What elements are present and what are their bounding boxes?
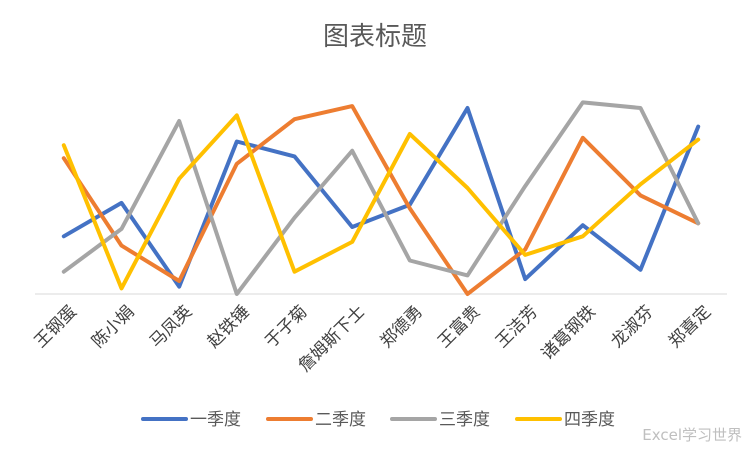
legend: 一季度 二季度 三季度 四季度 — [141, 410, 615, 430]
legend-label-2: 二季度 — [315, 410, 366, 430]
legend-label-3: 三季度 — [439, 410, 490, 430]
legend-label-1: 一季度 — [190, 410, 241, 430]
series-layer — [61, 100, 701, 296]
legend-label-4: 四季度 — [564, 410, 615, 430]
series-line-3 — [61, 100, 701, 296]
watermark-text: Excel学习世界 — [642, 426, 742, 444]
chart-title: 图表标题 — [323, 22, 427, 52]
series-line-1 — [61, 106, 701, 289]
series-line-4 — [61, 113, 701, 291]
series-line-2 — [61, 104, 701, 296]
